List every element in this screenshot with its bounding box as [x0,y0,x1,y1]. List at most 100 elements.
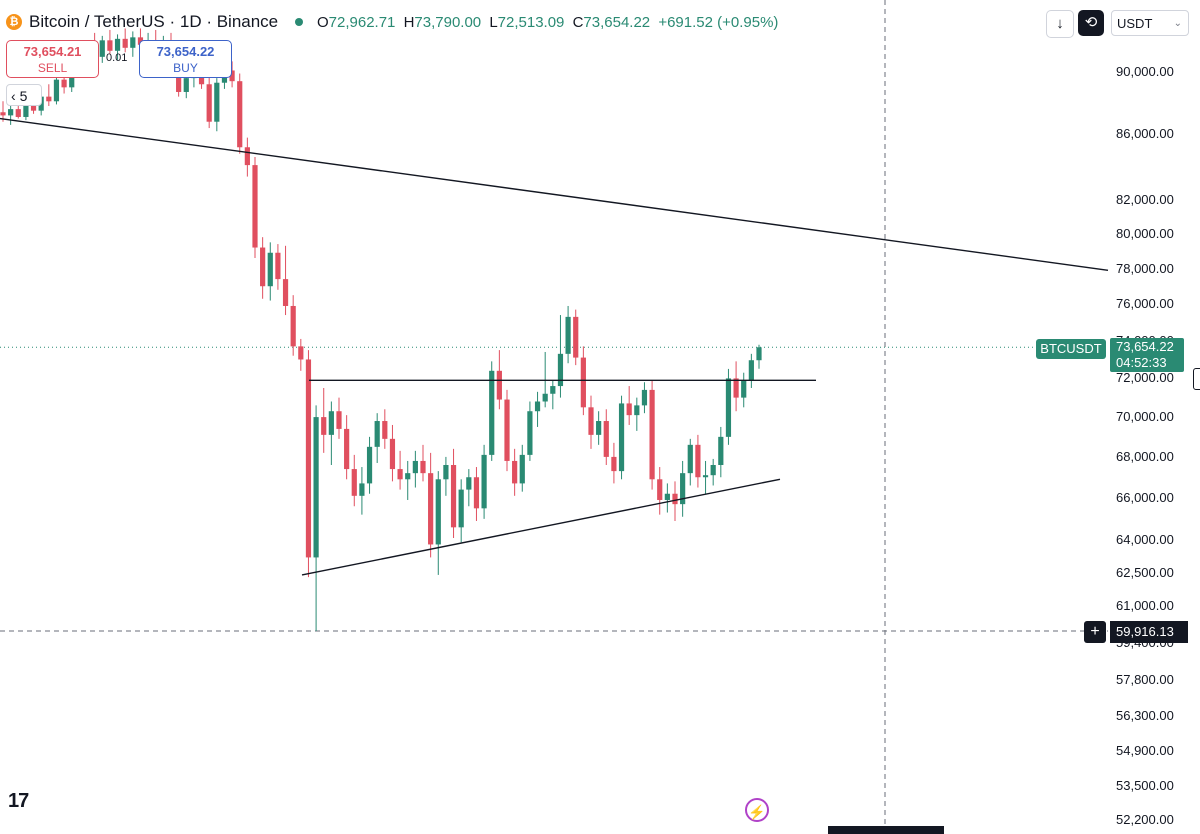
candle-body [450,465,457,528]
candle-body [435,479,441,545]
lightning-icon[interactable]: ⚡ [745,798,769,822]
candle-body [634,405,640,416]
bitcoin-logo-icon: ₿ [6,14,22,30]
candle-body [580,357,586,408]
candle-body [710,465,716,476]
high-value: 73,790.00 [414,14,482,31]
candle-body [351,469,357,496]
currency-select[interactable]: USDT ⌄ [1111,10,1189,36]
price-axis-label: 64,000.00 [1116,532,1174,548]
candle-body [504,399,510,461]
candle-body [290,305,296,347]
candle-body [588,407,594,435]
price-axis-label: 61,000.00 [1116,598,1174,614]
candle-body [458,489,464,528]
high-label: H [403,14,415,31]
candle-body [229,70,235,82]
add-alert-plus-icon[interactable]: + [1084,621,1106,643]
candle-body [397,469,403,480]
candle-body [313,417,319,558]
crosshair-price-tag: 59,916.13 [1110,621,1188,643]
price-axis-label: 68,000.00 [1116,448,1174,464]
candle-body [46,96,52,102]
low-label: L [489,14,498,31]
candle-body [282,279,289,306]
candle-body [374,421,380,447]
candle-body [641,389,648,406]
sell-button[interactable]: 73,654.21 SELL [6,40,99,78]
candle-body [114,38,121,51]
price-axis-label: 90,000.00 [1116,64,1174,79]
candle-body [527,411,533,455]
indicators-count: 5 [19,88,28,104]
candle-body [214,82,220,122]
price-axis-label: 57,800.00 [1116,672,1174,688]
price-axis-label: 66,000.00 [1116,489,1174,505]
spread-value: 0.01 [106,52,128,64]
candle-body [61,79,67,88]
candle-body [359,483,365,496]
open-value: 72,962.71 [328,14,396,31]
price-axis-label: 72,000.00 [1116,370,1174,386]
candle-body [366,446,373,484]
sell-price: 73,654.21 [23,44,82,59]
candle-body [412,460,418,474]
candle-body [344,428,350,470]
price-axis-label: 52,200.00 [1116,812,1174,827]
candle-body [649,389,655,480]
buy-button[interactable]: 73,654.22 BUY [139,40,232,78]
candle-body [672,493,678,505]
candle-body [664,493,670,500]
symbol-title[interactable]: Bitcoin / TetherUS · 1D · Binance [29,12,279,31]
candle-body [626,403,632,416]
candle-body [618,403,625,472]
candle-body [336,411,342,429]
candle-body [481,454,487,509]
tradingview-logo[interactable]: 17 [8,790,29,812]
candle-body [0,112,6,116]
price-axis-label: 70,000.00 [1116,409,1174,425]
candle-body [473,477,480,509]
open-label: O [317,14,329,31]
candle-body [107,40,113,51]
candle-body [443,465,449,480]
candle-body [328,411,334,435]
candle-body [183,78,189,92]
candle-body [237,81,243,148]
candle-body [382,421,388,439]
buy-label: BUY [173,61,198,75]
candle-body [550,386,556,394]
candle-body [573,316,579,358]
candle-body [596,421,602,435]
change-value: +691.52 (+0.95%) [658,14,779,31]
sync-icon[interactable]: ⟲ [1078,10,1104,36]
candle-body [718,436,724,466]
price-axis-label: 53,500.00 [1116,778,1174,794]
candle-body [565,316,571,354]
candle-body [733,378,739,398]
candle-body [176,68,182,92]
bottom-toolbar-fragment[interactable] [828,826,944,834]
candle-body [260,247,266,287]
arrow-down-icon[interactable]: ↓ [1046,10,1074,38]
bar-countdown: 04:52:33 [1116,355,1167,370]
price-axis-label: 86,000.00 [1116,126,1174,142]
candle-body [405,473,411,480]
last-price-value: 73,654.22 [1116,339,1174,354]
candle-body [15,109,21,117]
close-label: C [572,14,584,31]
candle-body [542,393,548,402]
candle-body [122,38,128,48]
indicators-collapse-button[interactable]: ‹ 5 [6,84,42,106]
candle-body [244,147,250,166]
candle-body [519,454,525,484]
candle-body [489,370,495,455]
candle-body [725,378,732,437]
price-axis-label: 54,900.00 [1116,742,1174,758]
low-value: 72,513.09 [497,14,565,31]
candle-body [557,353,564,387]
candle-body [534,401,541,412]
scroll-handle[interactable] [1193,368,1200,390]
currency-value: USDT [1117,16,1153,31]
